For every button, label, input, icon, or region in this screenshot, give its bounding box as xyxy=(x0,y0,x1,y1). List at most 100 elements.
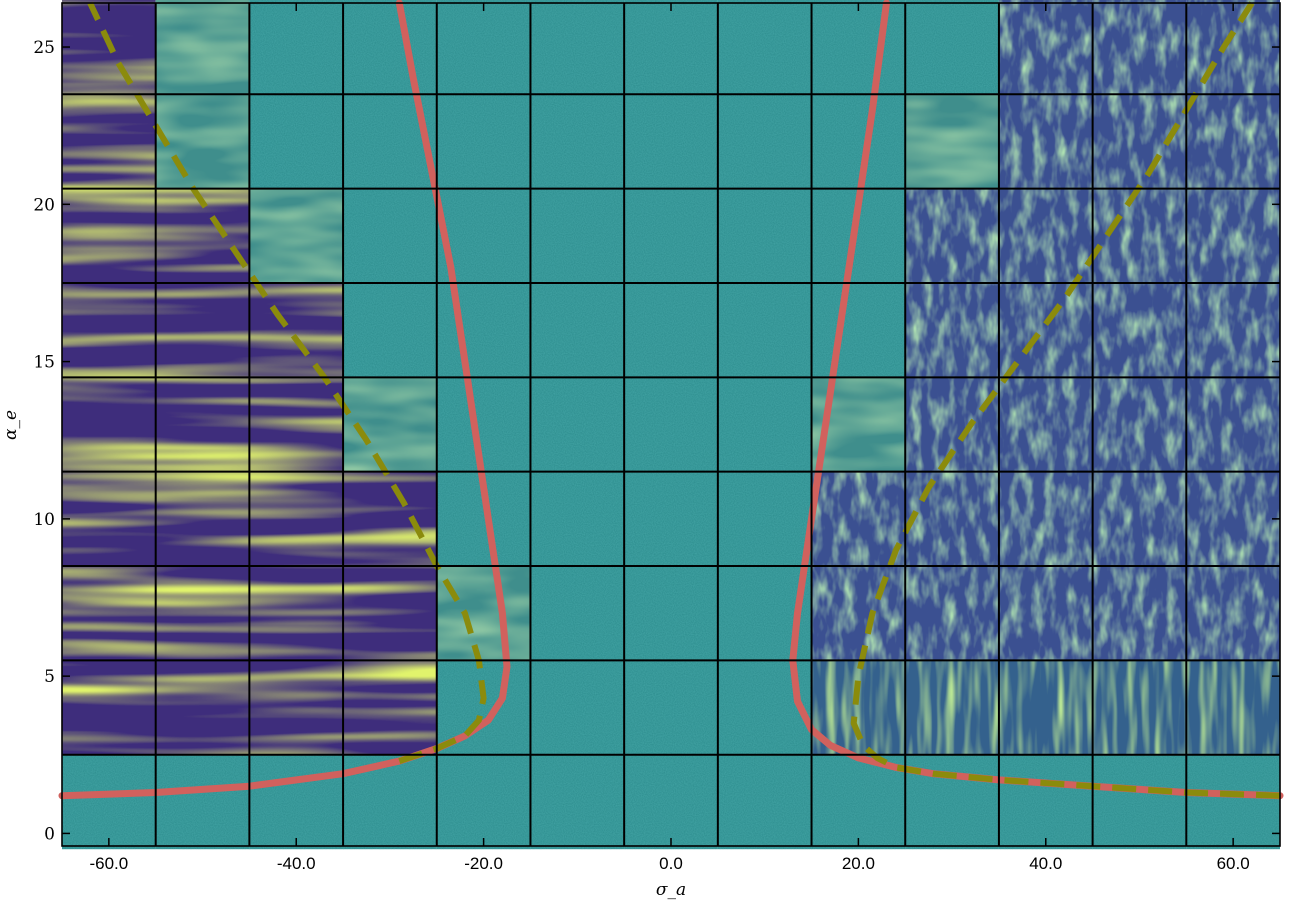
phase-cell xyxy=(811,754,906,850)
phase-cell xyxy=(343,188,437,283)
phase-cell xyxy=(811,282,906,378)
phase-cell xyxy=(905,471,999,567)
phase-cell xyxy=(1186,377,1280,472)
phase-cell xyxy=(624,94,718,189)
phase-cell xyxy=(905,282,999,378)
phase-cell xyxy=(249,754,344,850)
phase-cell xyxy=(905,660,999,755)
phase-cell xyxy=(155,660,250,755)
phase-cell xyxy=(155,188,250,283)
phase-cell xyxy=(998,754,1093,850)
phase-cell xyxy=(530,471,625,567)
phase-cell xyxy=(155,94,250,189)
phase-cell xyxy=(998,377,1093,472)
x-tick-label: -60.0 xyxy=(89,854,128,873)
phase-cell xyxy=(530,660,625,755)
phase-cell xyxy=(62,377,156,472)
phase-cell xyxy=(436,94,531,189)
phase-cell xyxy=(62,188,156,283)
phase-cell xyxy=(436,0,531,95)
phase-cell xyxy=(343,0,437,95)
phase-cell xyxy=(624,0,718,95)
phase-cell xyxy=(624,282,718,378)
phase-cell xyxy=(343,754,437,850)
phase-cell xyxy=(1186,0,1280,95)
phase-cell xyxy=(624,188,718,283)
phase-cell xyxy=(998,471,1093,567)
phase-cell xyxy=(343,566,437,661)
phase-cell xyxy=(717,377,812,472)
phase-cell xyxy=(624,471,718,567)
phase-cell xyxy=(717,94,812,189)
phase-cell xyxy=(998,0,1093,95)
phase-cell xyxy=(998,188,1093,283)
phase-cell xyxy=(436,754,531,850)
phase-cell xyxy=(62,754,156,850)
phase-cell xyxy=(717,0,812,95)
phase-cell xyxy=(530,0,625,95)
phase-cell xyxy=(811,471,906,567)
phase-cell xyxy=(624,754,718,850)
axes-frame xyxy=(61,2,1281,847)
phase-cell xyxy=(624,566,718,661)
phase-cell xyxy=(343,471,437,567)
phase-cell xyxy=(62,282,156,378)
y-axis-label: α_e xyxy=(1,410,21,440)
phase-cell xyxy=(1186,188,1280,283)
phase-cell xyxy=(1092,660,1187,755)
phase-cell xyxy=(1186,282,1280,378)
x-tick-label: 60.0 xyxy=(1217,854,1250,873)
phase-cell xyxy=(530,282,625,378)
dashed-boundary-curve xyxy=(87,1,487,764)
phase-cell xyxy=(155,0,250,95)
phase-cell xyxy=(1092,0,1187,95)
phase-cell xyxy=(249,282,344,378)
phase-cell xyxy=(905,94,999,189)
phase-cell xyxy=(1186,471,1280,567)
solid-boundary-curve xyxy=(58,0,511,800)
phase-cell xyxy=(1186,94,1280,189)
phase-cell xyxy=(1186,566,1280,661)
phase-cell xyxy=(1092,94,1187,189)
phase-cell xyxy=(905,188,999,283)
phase-cell xyxy=(62,660,156,755)
y-tick-label: 15 xyxy=(33,353,55,373)
phase-cell xyxy=(1186,660,1280,755)
phase-cell xyxy=(1186,754,1280,850)
phase-cell xyxy=(155,377,250,472)
x-tick-label: 40.0 xyxy=(1029,854,1062,873)
phase-cell xyxy=(155,282,250,378)
phase-cell xyxy=(717,471,812,567)
phase-cell xyxy=(343,282,437,378)
phase-cell xyxy=(530,94,625,189)
phase-cell xyxy=(62,94,156,189)
phase-cell xyxy=(811,94,906,189)
phase-cell xyxy=(624,377,718,472)
x-axis-label: σ_a xyxy=(656,880,686,900)
phase-cell xyxy=(998,566,1093,661)
x-tick-label: -20.0 xyxy=(464,854,503,873)
phase-cell xyxy=(717,188,812,283)
phase-cell xyxy=(905,0,999,95)
phase-cell xyxy=(811,566,906,661)
phase-cell xyxy=(436,566,531,661)
phase-cell xyxy=(249,94,344,189)
phase-cell xyxy=(530,188,625,283)
phase-cell xyxy=(1092,188,1187,283)
phase-cell xyxy=(436,377,531,472)
phase-cell xyxy=(717,282,812,378)
phase-cell xyxy=(62,471,156,567)
phase-cell xyxy=(530,566,625,661)
phase-cell xyxy=(1092,566,1187,661)
phase-cell xyxy=(155,754,250,850)
phase-cell xyxy=(155,471,250,567)
y-tick-label: 20 xyxy=(33,195,55,215)
x-tick-label: -40.0 xyxy=(277,854,316,873)
phase-cell xyxy=(717,754,812,850)
phase-cell xyxy=(1092,754,1187,850)
phase-cell xyxy=(1092,471,1187,567)
y-tick-label: 25 xyxy=(33,38,55,58)
phase-cell xyxy=(998,94,1093,189)
phase-cell xyxy=(530,754,625,850)
